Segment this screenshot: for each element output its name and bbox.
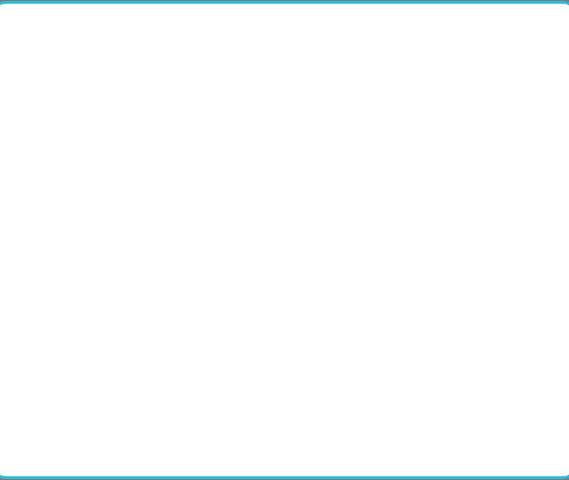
Text: 16: 16 (53, 211, 68, 221)
Text: 1.003 1: 1.003 1 (457, 295, 500, 305)
Text: 1.002 1: 1.002 1 (329, 211, 371, 221)
Text: 1.002 0: 1.002 0 (457, 195, 500, 205)
Text: 10: 10 (53, 111, 68, 121)
Text: 0.999 247 4: 0.999 247 4 (174, 174, 242, 184)
Text: 1.001 7: 1.001 7 (457, 143, 500, 153)
Text: 0.998 207 1: 0.998 207 1 (175, 279, 242, 289)
Text: 14: 14 (53, 174, 68, 184)
Text: 1.001 8: 1.001 8 (329, 174, 371, 184)
Text: 0.999 102 6: 0.999 102 6 (175, 195, 242, 205)
Text: 1.002 9: 1.002 9 (457, 279, 500, 289)
Text: 1.004 7: 1.004 7 (457, 410, 500, 420)
Text: 1.001 6: 1.001 6 (457, 127, 500, 137)
Text: 29: 29 (53, 426, 68, 436)
Text: 1.004 0: 1.004 0 (457, 363, 500, 373)
Text: 0.999 608 4: 0.999 608 4 (175, 127, 242, 137)
Text: TABLE 2-7: TABLE 2-7 (32, 18, 103, 31)
Text: 1.002 3: 1.002 3 (329, 227, 371, 237)
Text: 1.002 5: 1.002 5 (329, 242, 371, 252)
Text: 1.004 2: 1.004 2 (457, 379, 500, 389)
Text: 1.003 3: 1.003 3 (457, 311, 500, 321)
Text: 1.002 1: 1.002 1 (457, 211, 500, 221)
Text: 0.995 650 2: 0.995 650 2 (175, 447, 241, 457)
Text: 0.998 598 6: 0.998 598 6 (175, 242, 242, 252)
Text: 20: 20 (53, 279, 68, 289)
Text: 0.996 236 5: 0.996 236 5 (175, 410, 241, 420)
Text: 1.001 9: 1.001 9 (457, 174, 500, 184)
Text: 1.001 8: 1.001 8 (457, 158, 500, 168)
Text: 18: 18 (53, 242, 68, 252)
Text: 1.002 7: 1.002 7 (329, 258, 371, 268)
Text: 1.003 8: 1.003 8 (457, 342, 500, 352)
Text: 27: 27 (53, 395, 68, 405)
Text: 1.003 1: 1.003 1 (329, 295, 371, 305)
Text: 1.001 4: 1.001 4 (329, 111, 371, 121)
Text: 1.005 1: 1.005 1 (329, 426, 371, 436)
Text: 1.004 3: 1.004 3 (329, 379, 371, 389)
Text: 1.002 0: 1.002 0 (329, 195, 371, 205)
Text: 13: 13 (53, 158, 68, 168)
Text: 1.003 8: 1.003 8 (329, 342, 371, 352)
Text: 17: 17 (53, 227, 68, 237)
Text: 1.004 8: 1.004 8 (329, 410, 371, 420)
Text: 15: 15 (53, 195, 68, 205)
Text: 1.005 3: 1.005 3 (457, 447, 500, 457)
Text: 0.996 786 7: 0.996 786 7 (175, 379, 242, 389)
Text: 1.002 3: 1.002 3 (457, 227, 500, 237)
Text: 0.999 702 6: 0.999 702 6 (175, 111, 242, 121)
Text: 0.997 047 9: 0.997 047 9 (174, 363, 242, 373)
Text: 0.995 947 8: 0.995 947 8 (174, 426, 242, 436)
Text: 23: 23 (53, 326, 68, 336)
Text: 1.002 7: 1.002 7 (457, 258, 500, 268)
Text: 28: 28 (53, 410, 68, 420)
Text: 0.997 995 5: 0.997 995 5 (175, 295, 242, 305)
Text: 1.003 5: 1.003 5 (457, 326, 500, 336)
Text: 11: 11 (53, 127, 68, 137)
FancyBboxPatch shape (17, 12, 118, 37)
Text: 0.999 500 4: 0.999 500 4 (175, 143, 242, 153)
Text: 1.004 6: 1.004 6 (329, 395, 371, 405)
Text: 1.004 0: 1.004 0 (329, 363, 371, 373)
Text: 0.998 777 9: 0.998 777 9 (174, 227, 242, 237)
Text: 1.004 5: 1.004 5 (457, 395, 500, 405)
Text: 0.997 773 5: 0.997 773 5 (175, 311, 242, 321)
Text: 1.001 5: 1.001 5 (457, 111, 500, 121)
Text: 22: 22 (53, 311, 68, 321)
Text: 0.996 516 2: 0.996 516 2 (175, 395, 241, 405)
Text: Volume of 1 g of water (mL): Volume of 1 g of water (mL) (316, 38, 501, 51)
Text: At temperature
shownᵃ: At temperature shownᵃ (299, 66, 401, 96)
Text: 0.997 541 5: 0.997 541 5 (175, 326, 242, 336)
Text: 1.003 3: 1.003 3 (329, 311, 371, 321)
Text: 26: 26 (53, 379, 68, 389)
Text: 1.001 5: 1.001 5 (329, 127, 371, 137)
Text: 19: 19 (53, 258, 68, 268)
Text: 1.005 4: 1.005 4 (329, 447, 371, 457)
Text: 21: 21 (53, 295, 68, 305)
Text: 1.005 0: 1.005 0 (457, 426, 500, 436)
Text: 30: 30 (53, 447, 68, 457)
Text: 24: 24 (53, 342, 68, 352)
Text: 1.002 9: 1.002 9 (329, 279, 371, 289)
Text: 1.001 7: 1.001 7 (329, 158, 371, 168)
Text: 1.002 5: 1.002 5 (457, 242, 500, 252)
Text: 0.998 408 2: 0.998 408 2 (174, 258, 242, 268)
Text: Temperature
(°C): Temperature (°C) (18, 66, 103, 96)
Text: 1.003 5: 1.003 5 (329, 326, 371, 336)
Text: 1.001 6: 1.001 6 (329, 143, 371, 153)
Text: Density
(g/mL): Density (g/mL) (183, 66, 233, 96)
Text: 0.998 946 0: 0.998 946 0 (175, 211, 242, 221)
Text: 0.999 380 1: 0.999 380 1 (175, 158, 242, 168)
Text: 25: 25 (53, 363, 68, 373)
Text: 12: 12 (53, 143, 68, 153)
Text: Corrected
to 20°Cᵇ: Corrected to 20°Cᵇ (446, 66, 511, 96)
Text: 0.997 299 5: 0.997 299 5 (174, 342, 242, 352)
Text: Density of water: Density of water (129, 17, 266, 32)
